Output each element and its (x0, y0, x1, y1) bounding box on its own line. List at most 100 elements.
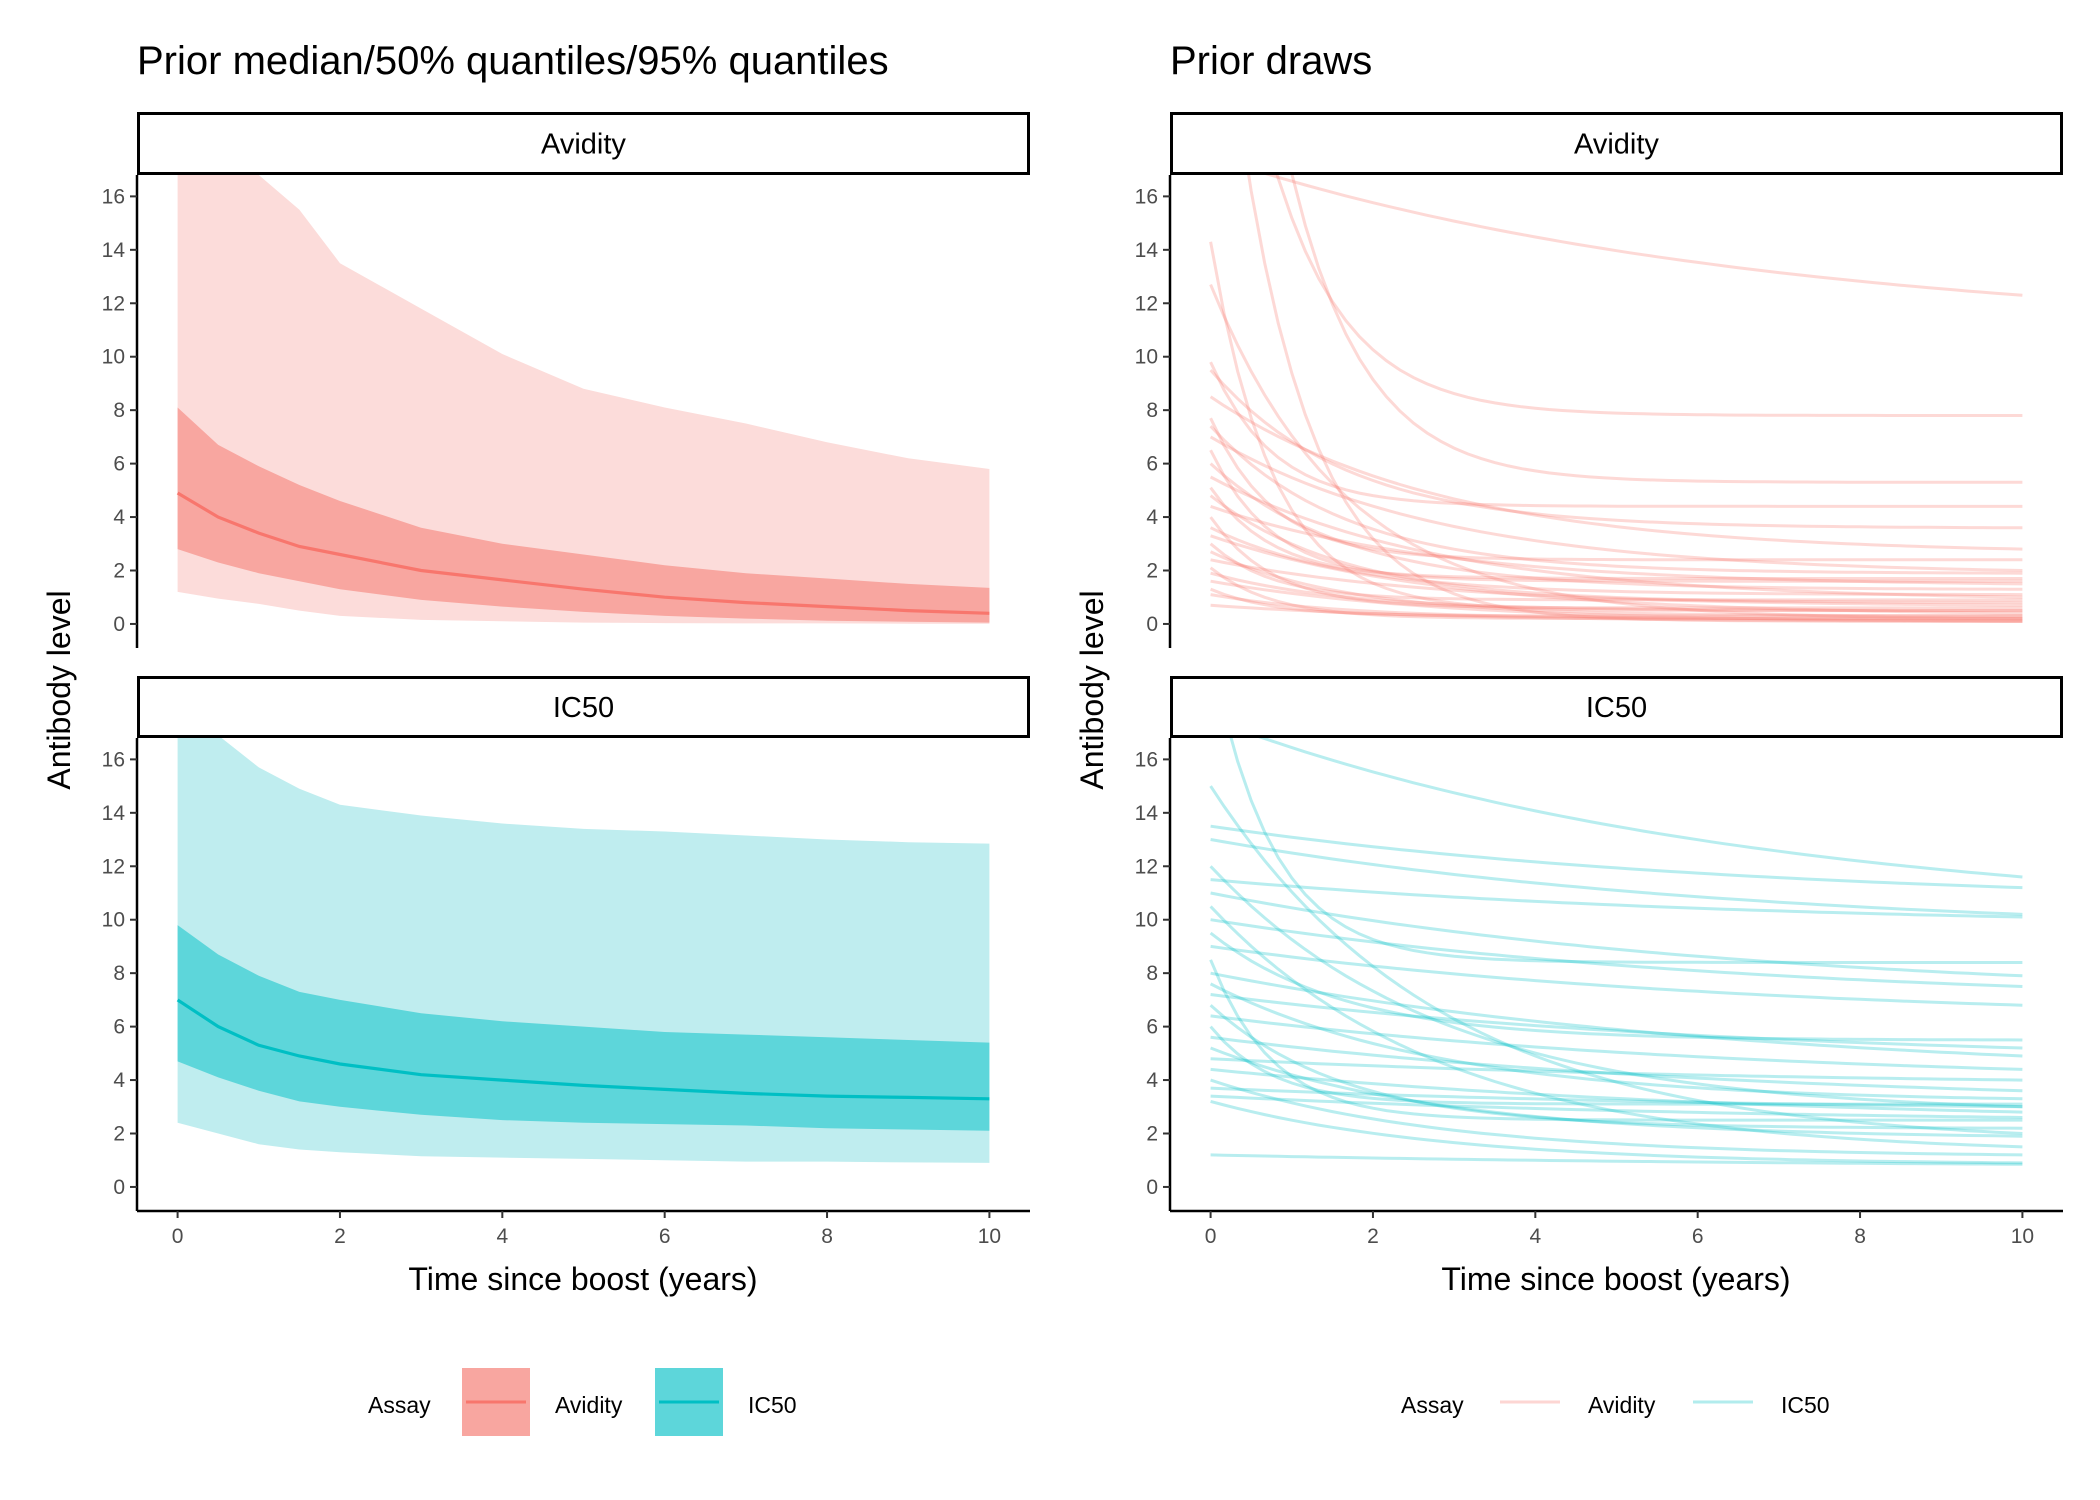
draw-line-avidity (1209, 241, 2023, 613)
y-tick-label: 6 (1146, 1016, 1158, 1039)
y-tick-label: 4 (113, 1069, 125, 1092)
y-tick-label: 16 (1135, 748, 1158, 771)
draw-line-ic50 (1210, 918, 2023, 988)
y-tick-label: 0 (1146, 1176, 1158, 1199)
draw-line-ic50 (1210, 1046, 2023, 1138)
draw-line-ic50 (1210, 1014, 2023, 1071)
draw-line-ic50 (1210, 1153, 2023, 1166)
y-tick-label: 0 (113, 1176, 125, 1199)
y-tick-label: 10 (1135, 909, 1158, 932)
draw-line-ic50 (1210, 824, 2023, 890)
y-tick-label: 2 (113, 560, 125, 583)
y-tick-label: 6 (113, 1016, 125, 1039)
strip-box-avidity (1170, 112, 2063, 175)
left-chart-title: Prior median/50% quantiles/95% quantiles (137, 39, 889, 83)
panels-layer: Avidity 0 2 4 6 8 10 12 14 16 IC50 0 2 4 6 8 10 12 14 16 0 2 4… (102, 112, 2063, 1248)
right-x-axis-title: Time since boost (years) (1441, 1261, 1790, 1297)
draw-line-avidity (1247, 175, 2023, 623)
draw-line-avidity (1209, 284, 2023, 621)
y-tick-label: 12 (102, 855, 125, 878)
draw-line-avidity (1210, 603, 2023, 623)
strip-box-ic50 (137, 676, 1030, 738)
draw-line-avidity (1209, 462, 2023, 591)
right-legend-title: Assay (1401, 1392, 1464, 1418)
y-tick-label: 10 (102, 346, 125, 369)
y-tick-label: 16 (102, 748, 125, 771)
draw-line-avidity (1265, 175, 2023, 297)
x-tick-label: 0 (172, 1225, 184, 1248)
draw-line-avidity (1209, 449, 2023, 583)
x-tick-label: 2 (334, 1225, 346, 1248)
draw-line-ic50 (1210, 1067, 2023, 1114)
strip-label-avidity: Avidity (541, 129, 626, 161)
y-tick-label: 12 (1135, 292, 1158, 315)
x-tick-label: 6 (659, 1225, 671, 1248)
y-tick-label: 4 (113, 506, 125, 529)
draw-line-avidity (1209, 542, 2023, 602)
y-tick-label: 10 (102, 909, 125, 932)
y-tick-label: 10 (1135, 346, 1158, 369)
y-tick-label: 2 (113, 1123, 125, 1146)
right-chart-title: Prior draws (1170, 39, 1372, 83)
y-tick-label: 12 (102, 292, 125, 315)
left-x-axis-title: Time since boost (years) (408, 1261, 757, 1297)
draw-line-ic50 (1210, 891, 2023, 978)
y-tick-label: 2 (1146, 1123, 1158, 1146)
x-tick-label: 6 (1692, 1225, 1704, 1248)
draw-line-avidity (1275, 175, 2023, 417)
draw-line-avidity (1210, 571, 2023, 613)
draw-line-ic50 (1210, 1086, 2023, 1109)
y-tick-label: 14 (102, 802, 126, 825)
right-y-axis-title: Antibody level (1074, 590, 1110, 789)
right-legend: Assay Avidity IC50 (1401, 1392, 1830, 1418)
draw-line-avidity (1209, 361, 2023, 508)
draw-line-ic50 (1210, 1057, 2023, 1082)
strip-box-avidity (137, 112, 1030, 175)
draw-line-ic50 (1209, 982, 2023, 1101)
draw-line-avidity (1209, 550, 2023, 618)
x-tick-label: 8 (821, 1225, 833, 1248)
left-legend: Assay Avidity IC50 (368, 1368, 797, 1436)
draw-line-avidity (1290, 175, 2023, 484)
band-50-avidity (177, 407, 990, 623)
draw-line-avidity (1210, 579, 2023, 623)
x-tick-label: 2 (1367, 1225, 1379, 1248)
draw-line-ic50 (1258, 738, 2023, 879)
draw-line-avidity (1210, 504, 2023, 586)
panel-plot-c0-p1 (176, 738, 990, 1163)
panel-plot-c1-p1 (1209, 738, 2023, 1166)
y-tick-label: 0 (1146, 613, 1158, 636)
y-tick-label: 8 (1146, 399, 1158, 422)
draw-line-ic50 (1210, 1094, 2023, 1119)
draw-line-ic50 (1209, 1025, 2023, 1106)
draw-line-ic50 (1209, 905, 2023, 1149)
x-tick-label: 4 (496, 1225, 508, 1248)
right-legend-label-ic50: IC50 (1781, 1392, 1830, 1418)
draw-line-avidity (1209, 566, 2023, 621)
y-tick-label: 6 (113, 453, 125, 476)
draw-line-avidity (1210, 587, 2023, 618)
y-tick-label: 8 (113, 962, 125, 985)
x-tick-label: 10 (2011, 1225, 2034, 1248)
draw-line-avidity (1209, 475, 2023, 599)
y-tick-label: 2 (1146, 560, 1158, 583)
panel-plot-c1-p0 (1209, 175, 2023, 623)
draw-line-avidity (1209, 435, 2023, 572)
y-tick-label: 4 (1146, 506, 1158, 529)
draw-line-ic50 (1210, 944, 2023, 1007)
x-tick-label: 10 (978, 1225, 1001, 1248)
draw-line-avidity (1210, 593, 2023, 621)
draw-line-avidity (1210, 558, 2023, 607)
draw-line-avidity (1209, 395, 2023, 551)
y-tick-label: 0 (113, 613, 125, 636)
draw-line-ic50 (1210, 878, 2023, 919)
y-tick-label: 6 (1146, 453, 1158, 476)
draw-line-avidity (1209, 425, 2023, 575)
draw-line-ic50 (1210, 1099, 2023, 1165)
y-tick-label: 8 (113, 399, 125, 422)
strip-box-ic50 (1170, 676, 2063, 738)
draw-line-ic50 (1209, 785, 2023, 1135)
strip-label-ic50: IC50 (1586, 692, 1647, 724)
left-legend-title: Assay (368, 1392, 431, 1418)
